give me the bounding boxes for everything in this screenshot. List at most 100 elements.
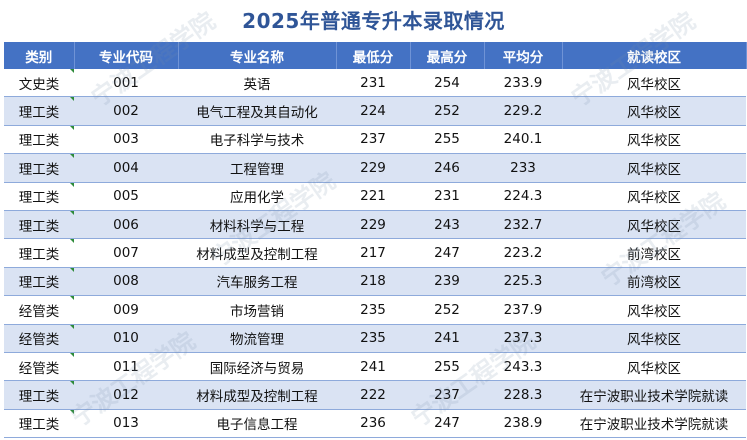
table-header-row: 类别 专业代码 专业名称 最低分 最高分 平均分 就读校区	[4, 42, 747, 69]
page-title: 2025年普通专升本录取情况	[242, 9, 505, 33]
cell-major-name: 工程管理	[178, 153, 336, 183]
cell-max-score: 241	[410, 324, 484, 353]
cell-major-code: 004	[74, 153, 178, 183]
table-row: 理工类 007 材料成型及控制工程 217 247 223.2 前湾校区	[4, 238, 746, 268]
cell-major-name: 材料科学与工程	[178, 210, 336, 240]
cell-major-code: 010	[74, 324, 178, 353]
cell-min-score: 221	[336, 182, 410, 211]
cell-major-code: 002	[74, 96, 178, 126]
cell-min-score: 224	[336, 96, 410, 126]
table-row: 理工类 005 应用化学 221 231 224.3 风华校区	[4, 182, 746, 211]
cell-major-name: 材料成型及控制工程	[178, 380, 336, 410]
cell-campus: 前湾校区	[562, 267, 746, 297]
cell-avg-score: 233.9	[484, 69, 562, 98]
cell-major-code: 003	[74, 125, 178, 155]
cell-min-score: 235	[336, 324, 410, 353]
cell-major-name: 材料成型及控制工程	[178, 238, 336, 268]
cell-avg-score: 233	[484, 153, 562, 183]
cell-category: 理工类	[4, 409, 74, 439]
cell-major-code: 001	[74, 69, 178, 98]
cell-campus: 风华校区	[562, 210, 746, 240]
header-category: 类别	[4, 42, 75, 69]
cell-min-score: 236	[336, 409, 410, 439]
cell-avg-score: 232.7	[484, 210, 562, 240]
cell-max-score: 247	[410, 409, 484, 439]
header-major-code: 专业代码	[74, 42, 179, 69]
cell-major-name: 物流管理	[178, 324, 336, 353]
cell-category: 经管类	[4, 352, 74, 382]
cell-max-score: 255	[410, 352, 484, 382]
table-row: 理工类 008 汽车服务工程 218 239 225.3 前湾校区	[4, 267, 746, 297]
cell-category: 理工类	[4, 238, 74, 268]
admission-table: 类别 专业代码 专业名称 最低分 最高分 平均分 就读校区 文史类 001 英语 23…	[4, 42, 747, 439]
cell-major-name: 电子科学与技术	[178, 125, 336, 155]
cell-min-score: 229	[336, 153, 410, 183]
cell-avg-score: 243.3	[484, 352, 562, 382]
cell-avg-score: 223.2	[484, 238, 562, 268]
cell-campus: 风华校区	[562, 352, 746, 382]
cell-major-code: 008	[74, 267, 178, 297]
cell-avg-score: 228.3	[484, 380, 562, 410]
cell-major-name: 国际经济与贸易	[178, 352, 336, 382]
cell-avg-score: 237.9	[484, 295, 562, 325]
cell-major-code: 005	[74, 182, 178, 211]
table-body: 文史类 001 英语 231 254 233.9 风华校区 理工类 002 电气工程及其自动化 22…	[4, 69, 746, 439]
cell-major-code: 009	[74, 295, 178, 325]
cell-category: 理工类	[4, 267, 74, 297]
cell-max-score: 231	[410, 182, 484, 211]
cell-campus: 风华校区	[562, 96, 746, 126]
cell-avg-score: 238.9	[484, 409, 562, 439]
cell-campus: 在宁波职业技术学院就读	[562, 380, 746, 410]
cell-category: 理工类	[4, 210, 74, 240]
cell-category: 文史类	[4, 69, 74, 98]
cell-avg-score: 229.2	[484, 96, 562, 126]
cell-major-code: 007	[74, 238, 178, 268]
cell-max-score: 239	[410, 267, 484, 297]
cell-major-name: 电子信息工程	[178, 409, 336, 439]
cell-category: 理工类	[4, 96, 74, 126]
cell-min-score: 222	[336, 380, 410, 410]
cell-min-score: 237	[336, 125, 410, 155]
cell-campus: 前湾校区	[562, 238, 746, 268]
cell-min-score: 235	[336, 295, 410, 325]
cell-avg-score: 225.3	[484, 267, 562, 297]
cell-major-name: 应用化学	[178, 182, 336, 211]
table-row: 经管类 009 市场营销 235 252 237.9 风华校区	[4, 295, 746, 325]
cell-campus: 风华校区	[562, 125, 746, 155]
cell-max-score: 252	[410, 295, 484, 325]
header-major-name: 专业名称	[178, 42, 337, 69]
cell-min-score: 231	[336, 69, 410, 98]
cell-category: 理工类	[4, 153, 74, 183]
table-row: 经管类 010 物流管理 235 241 237.3 风华校区	[4, 324, 746, 353]
cell-major-name: 汽车服务工程	[178, 267, 336, 297]
cell-major-code: 012	[74, 380, 178, 410]
header-min-score: 最低分	[336, 42, 411, 69]
header-campus: 就读校区	[562, 42, 747, 69]
cell-major-name: 市场营销	[178, 295, 336, 325]
cell-category: 理工类	[4, 380, 74, 410]
cell-major-name: 电气工程及其自动化	[178, 96, 336, 126]
cell-avg-score: 240.1	[484, 125, 562, 155]
cell-max-score: 246	[410, 153, 484, 183]
table-row: 理工类 012 材料成型及控制工程 222 237 228.3 在宁波职业技术学院就读	[4, 380, 746, 410]
cell-category: 理工类	[4, 182, 74, 211]
cell-min-score: 217	[336, 238, 410, 268]
cell-campus: 风华校区	[562, 295, 746, 325]
table-row: 理工类 003 电子科学与技术 237 255 240.1 风华校区	[4, 125, 746, 155]
header-avg-score: 平均分	[484, 42, 563, 69]
cell-major-name: 英语	[178, 69, 336, 98]
cell-max-score: 247	[410, 238, 484, 268]
cell-max-score: 255	[410, 125, 484, 155]
cell-avg-score: 224.3	[484, 182, 562, 211]
cell-campus: 风华校区	[562, 153, 746, 183]
cell-min-score: 218	[336, 267, 410, 297]
cell-max-score: 252	[410, 96, 484, 126]
cell-min-score: 241	[336, 352, 410, 382]
cell-max-score: 254	[410, 69, 484, 98]
cell-campus: 风华校区	[562, 324, 746, 353]
cell-max-score: 243	[410, 210, 484, 240]
cell-category: 经管类	[4, 295, 74, 325]
table-row: 理工类 006 材料科学与工程 229 243 232.7 风华校区	[4, 210, 746, 240]
cell-category: 经管类	[4, 324, 74, 353]
header-max-score: 最高分	[410, 42, 485, 69]
